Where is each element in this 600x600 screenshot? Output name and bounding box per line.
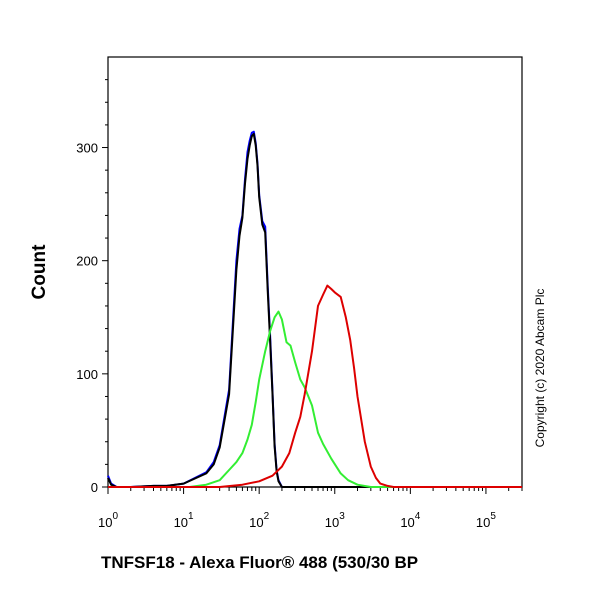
histogram-series-3: [108, 310, 522, 488]
x-tick-exponent: 5: [490, 511, 496, 522]
x-tick-label: 104: [400, 511, 420, 530]
x-axis: 100 101 102 103 104 105: [98, 487, 523, 530]
x-tick-label: 103: [325, 511, 345, 530]
x-axis-title: TNFSF18 - Alexa Fluor® 488 (530/30 BP: [101, 553, 418, 572]
y-axis-title: Count: [29, 244, 50, 300]
x-tick-label: 102: [249, 511, 269, 530]
x-tick-exponent: 3: [339, 511, 345, 522]
histogram-curves: [107, 130, 522, 488]
y-tick-label: 300: [76, 141, 98, 156]
x-tick-label: 101: [174, 511, 194, 530]
x-tick-exponent: 0: [112, 511, 118, 522]
y-tick-label: 100: [76, 367, 98, 382]
x-tick-exponent: 4: [415, 511, 421, 522]
histogram-series-1: [107, 130, 522, 488]
x-tick-base: 10: [400, 515, 414, 530]
y-tick-label: 0: [91, 480, 98, 495]
x-tick-label: 100: [98, 511, 118, 530]
x-tick-base: 10: [476, 515, 490, 530]
copyright-notice: Copyright (c) 2020 Abcam Plc: [533, 289, 547, 448]
x-tick-base: 10: [98, 515, 112, 530]
y-tick-label: 200: [76, 254, 98, 269]
x-tick-base: 10: [174, 515, 188, 530]
histogram-series-4: [108, 284, 522, 488]
histogram-series-2: [107, 132, 522, 488]
x-tick-label: 105: [476, 511, 496, 530]
x-tick-exponent: 2: [264, 511, 270, 522]
y-axis: 0 100 200 300: [76, 79, 108, 495]
x-tick-base: 10: [249, 515, 263, 530]
x-tick-exponent: 1: [188, 511, 194, 522]
x-tick-base: 10: [325, 515, 339, 530]
